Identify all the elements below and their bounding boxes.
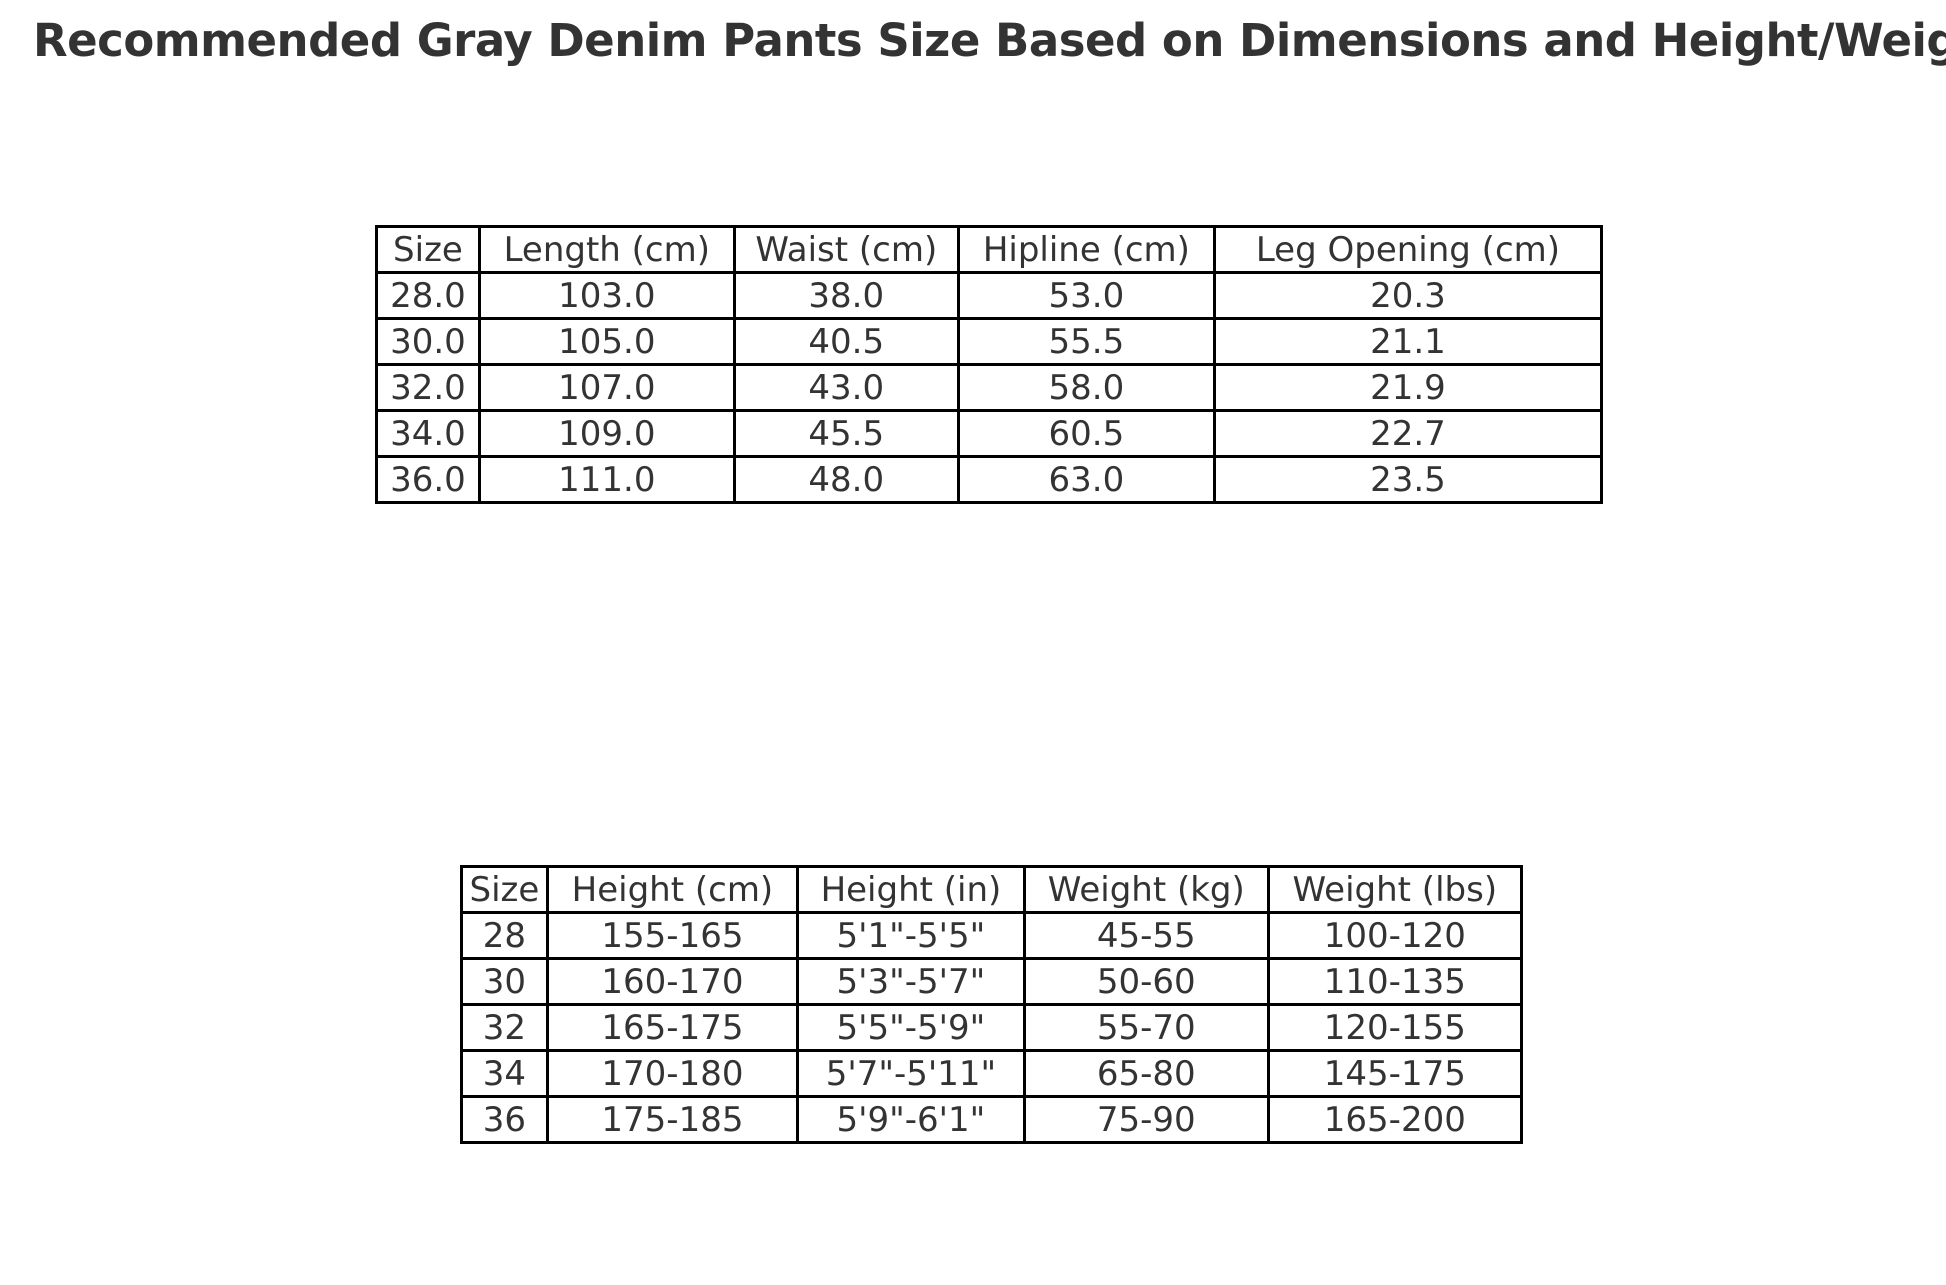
table-cell: 170-180 xyxy=(545,1049,800,1098)
table-cell: 45.5 xyxy=(732,409,960,458)
column-header: Height (cm) xyxy=(545,865,800,914)
table-cell: 53.0 xyxy=(956,271,1216,320)
table-header-row: Size Height (cm) Height (in) Weight (kg)… xyxy=(460,865,1524,914)
table-cell: 38.0 xyxy=(732,271,960,320)
dimensions-table: Size Length (cm) Waist (cm) Hipline (cm)… xyxy=(375,225,1604,504)
table-row: 28 155-165 5'1"-5'5" 45-55 100-120 xyxy=(460,911,1524,960)
table-cell: 5'3"-5'7" xyxy=(796,957,1026,1006)
table-cell: 30.0 xyxy=(375,317,481,366)
column-header: Length (cm) xyxy=(477,225,736,274)
table-row: 36.0 111.0 48.0 63.0 23.5 xyxy=(375,455,1604,504)
table-cell: 105.0 xyxy=(477,317,736,366)
table-cell: 40.5 xyxy=(732,317,960,366)
table-cell: 110-135 xyxy=(1266,957,1524,1006)
table-header-row: Size Length (cm) Waist (cm) Hipline (cm)… xyxy=(375,225,1604,274)
table-cell: 30 xyxy=(460,957,549,1006)
table-cell: 120-155 xyxy=(1266,1003,1524,1052)
table-row: 32.0 107.0 43.0 58.0 21.9 xyxy=(375,363,1604,412)
table-row: 34.0 109.0 45.5 60.5 22.7 xyxy=(375,409,1604,458)
table-cell: 28.0 xyxy=(375,271,481,320)
table-cell: 5'7"-5'11" xyxy=(796,1049,1026,1098)
table-cell: 103.0 xyxy=(477,271,736,320)
page-title: Recommended Gray Denim Pants Size Based … xyxy=(33,14,1946,67)
table-cell: 55.5 xyxy=(956,317,1216,366)
table-cell: 36 xyxy=(460,1095,549,1144)
table-cell: 21.1 xyxy=(1212,317,1604,366)
table-cell: 63.0 xyxy=(956,455,1216,504)
table-cell: 107.0 xyxy=(477,363,736,412)
column-header: Height (in) xyxy=(796,865,1026,914)
table-cell: 5'9"-6'1" xyxy=(796,1095,1026,1144)
column-header: Size xyxy=(460,865,549,914)
table-cell: 32 xyxy=(460,1003,549,1052)
column-header: Leg Opening (cm) xyxy=(1212,225,1604,274)
table-cell: 175-185 xyxy=(545,1095,800,1144)
table-cell: 48.0 xyxy=(732,455,960,504)
table-row: 30 160-170 5'3"-5'7" 50-60 110-135 xyxy=(460,957,1524,1006)
column-header: Size xyxy=(375,225,481,274)
table-cell: 20.3 xyxy=(1212,271,1604,320)
column-header: Waist (cm) xyxy=(732,225,960,274)
table-cell: 55-70 xyxy=(1022,1003,1270,1052)
table-cell: 5'1"-5'5" xyxy=(796,911,1026,960)
table-cell: 5'5"-5'9" xyxy=(796,1003,1026,1052)
table-cell: 60.5 xyxy=(956,409,1216,458)
table-row: 28.0 103.0 38.0 53.0 20.3 xyxy=(375,271,1604,320)
table-cell: 22.7 xyxy=(1212,409,1604,458)
table-cell: 36.0 xyxy=(375,455,481,504)
table-cell: 34.0 xyxy=(375,409,481,458)
table-cell: 111.0 xyxy=(477,455,736,504)
table-cell: 34 xyxy=(460,1049,549,1098)
table-row: 30.0 105.0 40.5 55.5 21.1 xyxy=(375,317,1604,366)
height-weight-table: Size Height (cm) Height (in) Weight (kg)… xyxy=(460,865,1524,1144)
column-header: Hipline (cm) xyxy=(956,225,1216,274)
table-cell: 75-90 xyxy=(1022,1095,1270,1144)
table-cell: 21.9 xyxy=(1212,363,1604,412)
table-row: 34 170-180 5'7"-5'11" 65-80 145-175 xyxy=(460,1049,1524,1098)
table-cell: 23.5 xyxy=(1212,455,1604,504)
table-cell: 28 xyxy=(460,911,549,960)
table-cell: 155-165 xyxy=(545,911,800,960)
table-cell: 165-200 xyxy=(1266,1095,1524,1144)
table-cell: 58.0 xyxy=(956,363,1216,412)
table-cell: 32.0 xyxy=(375,363,481,412)
table-cell: 145-175 xyxy=(1266,1049,1524,1098)
table-cell: 65-80 xyxy=(1022,1049,1270,1098)
table-cell: 43.0 xyxy=(732,363,960,412)
table-row: 36 175-185 5'9"-6'1" 75-90 165-200 xyxy=(460,1095,1524,1144)
table-cell: 100-120 xyxy=(1266,911,1524,960)
table-cell: 109.0 xyxy=(477,409,736,458)
table-cell: 50-60 xyxy=(1022,957,1270,1006)
column-header: Weight (kg) xyxy=(1022,865,1270,914)
table-cell: 160-170 xyxy=(545,957,800,1006)
table-cell: 165-175 xyxy=(545,1003,800,1052)
column-header: Weight (lbs) xyxy=(1266,865,1524,914)
table-row: 32 165-175 5'5"-5'9" 55-70 120-155 xyxy=(460,1003,1524,1052)
table-cell: 45-55 xyxy=(1022,911,1270,960)
